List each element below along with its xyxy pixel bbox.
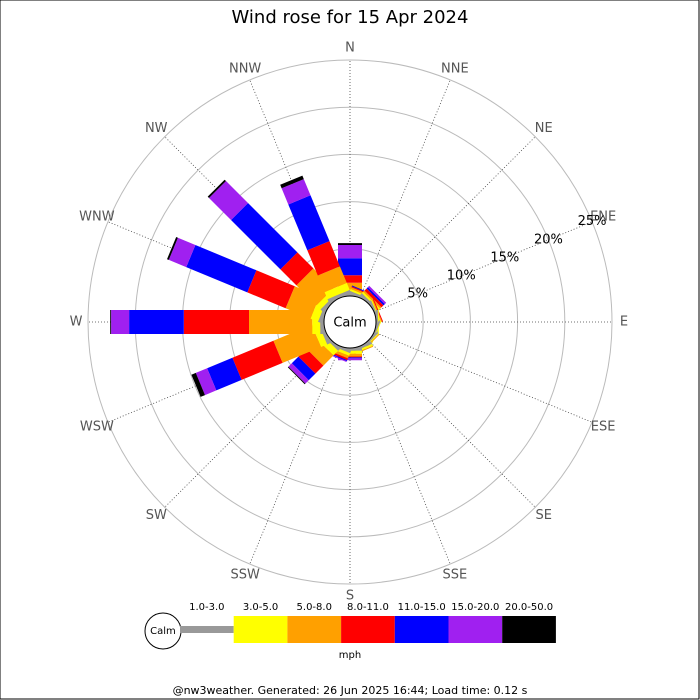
- bar-segment: [111, 310, 130, 334]
- bar-segment: [338, 243, 362, 245]
- legend-label: 15.0-20.0: [451, 602, 499, 613]
- legend-swatch: [233, 616, 288, 643]
- footer: @nw3weather. Generated: 26 Jun 2025 16:4…: [173, 684, 528, 697]
- ring-label: 20%: [534, 232, 563, 247]
- bar-segment: [338, 258, 362, 276]
- legend-label: 11.0-15.0: [398, 602, 446, 613]
- bar-segment: [364, 288, 384, 308]
- bar-segment: [110, 310, 112, 334]
- bar-segment: [307, 241, 340, 276]
- legend-swatch: [287, 616, 342, 643]
- direction-label: E: [620, 315, 628, 330]
- direction-label: W: [70, 315, 83, 330]
- direction-label: SW: [146, 508, 167, 523]
- direction-label: ESE: [591, 419, 616, 434]
- unit-label: mph: [339, 650, 361, 661]
- ring-label: 5%: [407, 286, 428, 301]
- direction-label: WSW: [80, 419, 114, 434]
- bar-segment: [273, 324, 321, 363]
- bar-segment: [338, 245, 362, 259]
- direction-label: SE: [536, 508, 552, 523]
- bar-segment: [247, 270, 295, 309]
- bar-segment: [231, 203, 298, 270]
- bar-segment: [366, 287, 385, 306]
- bar-segment: [324, 282, 350, 300]
- spoke: [373, 221, 593, 313]
- bar-segment: [296, 268, 334, 306]
- direction-label: NNW: [229, 61, 261, 76]
- grid-ring: [87, 59, 613, 585]
- bar-segment: [183, 310, 249, 334]
- bar-segment: [291, 356, 316, 381]
- bar-segment: [317, 266, 347, 293]
- bar-segment: [209, 181, 248, 220]
- ring-label: 25%: [578, 214, 607, 229]
- legend-calm-label: Calm: [150, 626, 176, 637]
- ring-label: 10%: [447, 268, 476, 283]
- direction-label: S: [346, 589, 354, 604]
- legend-swatch: [180, 626, 234, 633]
- direction-label: NE: [535, 121, 553, 136]
- bar-segment: [367, 285, 387, 305]
- direction-label: ENE: [590, 210, 616, 225]
- bar-segment: [207, 179, 226, 198]
- legend-label: 1.0-3.0: [189, 602, 224, 613]
- direction-label: SSE: [442, 568, 467, 583]
- bar-segment: [287, 366, 306, 385]
- legend-label: 5.0-8.0: [297, 602, 332, 613]
- bar-segment: [280, 175, 304, 189]
- bar-segment: [129, 310, 184, 334]
- legend-label: 3.0-5.0: [243, 602, 278, 613]
- spoke: [249, 345, 341, 565]
- spoke: [368, 340, 536, 508]
- direction-label: NW: [145, 121, 168, 136]
- spoke: [359, 345, 451, 565]
- bar-segment: [363, 290, 382, 309]
- calm-circle: [323, 295, 377, 349]
- bar-segment: [298, 348, 324, 374]
- bar-segment: [168, 237, 196, 268]
- spoke: [368, 136, 536, 304]
- direction-label: NNE: [441, 61, 469, 76]
- legend-label: 20.0-50.0: [505, 602, 553, 613]
- spoke: [373, 331, 593, 423]
- bar-segment: [288, 363, 309, 384]
- bar-segment: [167, 237, 178, 260]
- direction-label: WNW: [79, 210, 115, 225]
- bar-segment: [249, 310, 313, 334]
- bar-segment: [280, 252, 314, 286]
- bar-segment: [288, 195, 330, 251]
- chart-title: Wind rose for 15 Apr 2024: [232, 7, 469, 28]
- bar-segment: [191, 372, 205, 397]
- bar-segment: [195, 368, 217, 396]
- direction-label: N: [345, 41, 355, 56]
- legend-swatch: [448, 616, 503, 643]
- legend-label: 8.0-11.0: [347, 602, 389, 613]
- spoke: [359, 79, 451, 299]
- legend-swatch: [341, 616, 395, 643]
- direction-label: SSW: [230, 568, 260, 583]
- bar-segment: [186, 245, 257, 293]
- legend-swatch: [502, 616, 556, 643]
- ring-label: 15%: [490, 250, 519, 265]
- calm-label: Calm: [333, 316, 366, 331]
- legend-swatch: [394, 616, 449, 643]
- bar-segment: [327, 289, 352, 303]
- bar-segment: [281, 179, 311, 205]
- bar-segment: [207, 357, 242, 391]
- bar-segment: [232, 340, 283, 380]
